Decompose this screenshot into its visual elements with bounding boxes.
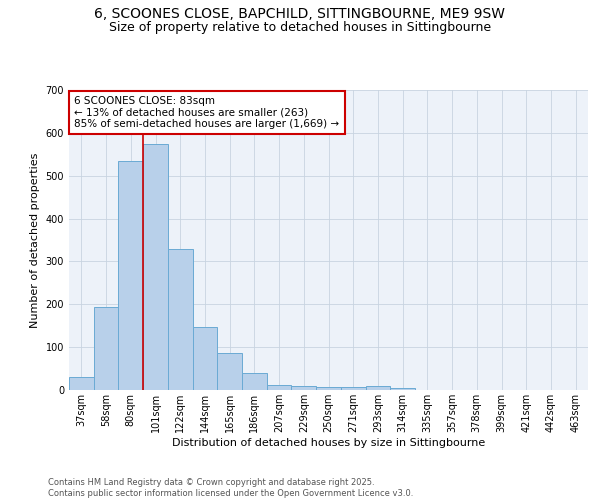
Bar bbox=[118, 160, 143, 390]
Bar bbox=[143, 144, 168, 390]
Bar bbox=[94, 308, 118, 390]
Bar bbox=[168, 248, 193, 390]
Text: 6 SCOONES CLOSE: 83sqm
← 13% of detached houses are smaller (263)
85% of semi-de: 6 SCOONES CLOSE: 83sqm ← 13% of detached… bbox=[74, 96, 340, 129]
Bar bbox=[390, 388, 415, 390]
Bar bbox=[242, 373, 267, 390]
Bar bbox=[341, 388, 365, 390]
X-axis label: Distribution of detached houses by size in Sittingbourne: Distribution of detached houses by size … bbox=[172, 438, 485, 448]
Bar bbox=[193, 327, 217, 390]
Text: 6, SCOONES CLOSE, BAPCHILD, SITTINGBOURNE, ME9 9SW: 6, SCOONES CLOSE, BAPCHILD, SITTINGBOURN… bbox=[95, 8, 505, 22]
Bar bbox=[69, 377, 94, 390]
Text: Size of property relative to detached houses in Sittingbourne: Size of property relative to detached ho… bbox=[109, 21, 491, 34]
Bar bbox=[365, 386, 390, 390]
Bar bbox=[217, 352, 242, 390]
Bar bbox=[267, 385, 292, 390]
Text: Contains HM Land Registry data © Crown copyright and database right 2025.
Contai: Contains HM Land Registry data © Crown c… bbox=[48, 478, 413, 498]
Bar bbox=[292, 386, 316, 390]
Bar bbox=[316, 388, 341, 390]
Y-axis label: Number of detached properties: Number of detached properties bbox=[30, 152, 40, 328]
